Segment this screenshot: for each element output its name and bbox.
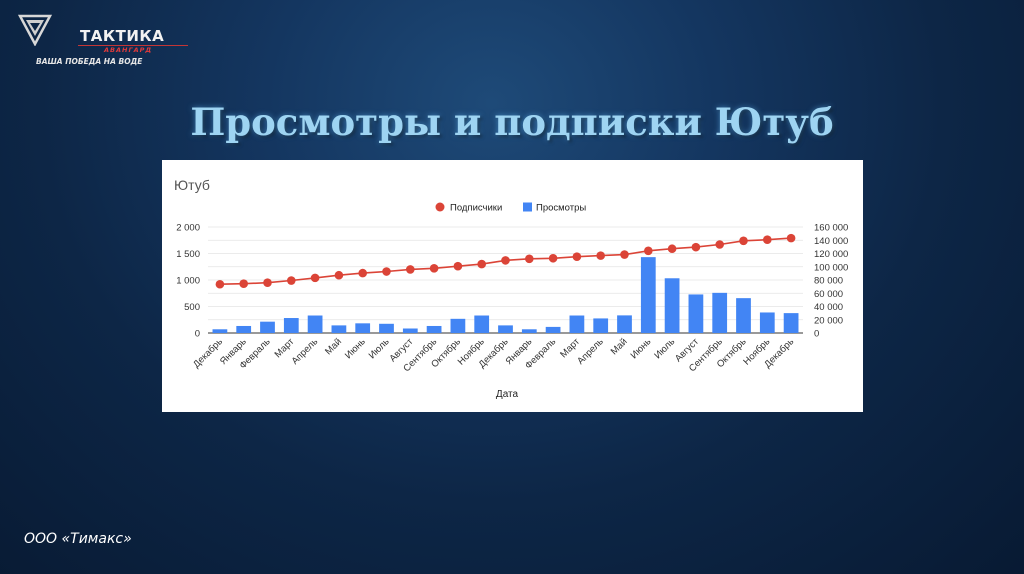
logo-emblem-icon [18, 14, 52, 46]
x-tick-label: Июнь [343, 336, 368, 361]
subscribers-point-9 [406, 265, 415, 274]
views-bar-24 [759, 312, 775, 333]
views-bar-15 [545, 326, 561, 333]
subscribers-point-10 [429, 264, 439, 273]
views-bar-5 [307, 315, 323, 333]
chart-legend: Подписчики Просмотры [435, 202, 586, 214]
x-axis-title: Дата [496, 389, 519, 400]
x-tick-label: Май [609, 336, 630, 357]
subscribers-point-11 [453, 261, 463, 271]
views-bar-16 [569, 315, 585, 333]
views-bar-1 [212, 329, 228, 333]
company-logo: ТАКТИКА АВАНГАРД [18, 12, 188, 72]
slide-title: Просмотры и подписки Ютуб [190, 100, 834, 144]
logo-tagline: ВАША ПОБЕДА НА ВОДЕ [36, 57, 143, 66]
right-tick-label: 120 000 [814, 249, 848, 260]
subscribers-point-16 [572, 252, 582, 261]
views-bar-17 [593, 318, 609, 333]
views-bar-21 [688, 294, 704, 333]
x-tick-label: Май [323, 336, 344, 357]
views-bar-20 [664, 278, 680, 333]
x-tick-label: Июнь [629, 336, 654, 361]
subscribers-point-17 [596, 251, 605, 260]
legend-views-marker [523, 202, 532, 212]
subscribers-point-6 [334, 270, 344, 280]
x-tick-label: Апрель [290, 336, 321, 367]
subscribers-point-19 [644, 246, 653, 256]
chart-card: Ютуб Подписчики Просмотры 2 000 1 500 1 000… [162, 160, 863, 412]
subscribers-point-18 [620, 250, 629, 259]
x-tick-label: Апрель [575, 336, 606, 367]
views-bar-6 [331, 325, 347, 333]
left-tick-label: 2 000 [176, 223, 200, 234]
subscribers-point-25 [786, 233, 796, 243]
views-bar-19 [640, 257, 656, 333]
views-bar-8 [379, 323, 394, 333]
views-bar-7 [355, 323, 371, 333]
right-tick-label: 80 000 [814, 276, 843, 287]
left-axis-ticks: 2 000 1 500 1 000 500 0 [176, 223, 200, 340]
legend-subscribers-marker [435, 202, 445, 212]
logo-subname: АВАНГАРД [104, 46, 153, 54]
right-tick-label: 60 000 [814, 289, 843, 300]
views-bar-25 [783, 313, 799, 333]
subscribers-point-4 [287, 276, 296, 285]
subscribers-point-23 [739, 236, 748, 246]
views-bar-12 [474, 315, 490, 333]
left-tick-label: 0 [195, 329, 200, 340]
views-bar-11 [450, 318, 466, 333]
left-tick-label: 1 000 [176, 276, 200, 287]
subscribers-point-3 [263, 278, 272, 287]
x-tick-label: Декабрь [191, 336, 225, 370]
subscribers-point-21 [691, 242, 701, 252]
subscribers-point-1 [215, 279, 225, 289]
views-bar-9 [402, 328, 418, 333]
footer-company: ООО «Тимакс» [24, 531, 132, 547]
subscribers-point-22 [715, 240, 724, 249]
views-bar-14 [521, 329, 537, 333]
views-bar-18 [617, 315, 632, 333]
logo-name: ТАКТИКА [80, 27, 165, 45]
subscribers-point-8 [382, 267, 391, 276]
right-tick-label: 40 000 [814, 302, 843, 313]
subscribers-point-2 [239, 279, 248, 289]
subscribers-point-24 [763, 235, 772, 245]
right-tick-label: 140 000 [814, 236, 848, 247]
views-bar-3 [260, 321, 275, 333]
logo-divider [78, 45, 188, 46]
subscribers-line [215, 233, 796, 289]
subscribers-point-13 [501, 256, 510, 265]
right-tick-label: 100 000 [814, 262, 848, 273]
views-bar-22 [712, 292, 728, 333]
subscribers-point-15 [548, 253, 558, 263]
right-tick-label: 0 [814, 329, 819, 340]
views-bar-13 [498, 325, 513, 333]
left-tick-label: 500 [184, 302, 200, 313]
subscribers-point-7 [358, 268, 367, 278]
right-tick-label: 160 000 [814, 223, 848, 234]
youtube-chart: Ютуб Подписчики Просмотры 2 000 1 500 1 000… [174, 177, 848, 400]
views-bars [212, 257, 799, 333]
subscribers-point-12 [477, 259, 487, 269]
legend-views-label: Просмотры [536, 203, 586, 214]
legend-subscribers-label: Подписчики [450, 203, 502, 214]
views-bar-2 [236, 325, 252, 333]
subscribers-point-5 [310, 273, 320, 283]
views-bar-10 [426, 325, 442, 333]
views-bar-23 [736, 298, 751, 333]
chart-title: Ютуб [174, 177, 210, 193]
subscribers-point-20 [667, 244, 677, 254]
subscribers-point-14 [525, 254, 534, 264]
left-tick-label: 1 500 [176, 249, 200, 260]
right-axis-ticks: 160 000 140 000 120 000 100 000 80 000 60 000… [814, 223, 848, 340]
views-bar-4 [283, 318, 299, 333]
right-tick-label: 20 000 [814, 315, 843, 326]
